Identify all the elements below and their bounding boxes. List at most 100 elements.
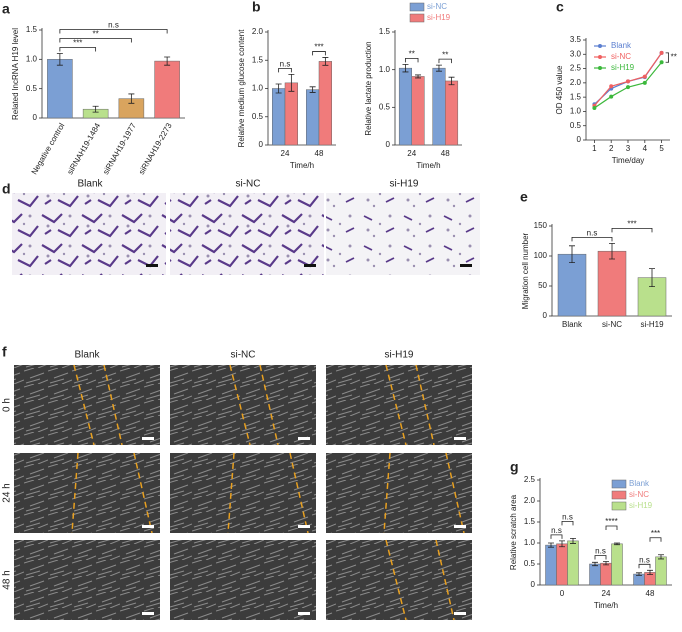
y-tick-label: 1.0 bbox=[379, 65, 391, 74]
y-tick-label: 1.0 bbox=[524, 538, 536, 547]
error-bar bbox=[56, 53, 63, 66]
bar bbox=[432, 67, 446, 146]
scratch-edge bbox=[73, 364, 95, 446]
column-label: si-NC bbox=[236, 179, 261, 190]
y-tick-label: 2.5 bbox=[524, 475, 536, 484]
error-bar bbox=[309, 86, 316, 93]
error-bar bbox=[559, 540, 565, 548]
y-tick-label: 0.5 bbox=[570, 121, 582, 130]
significance-bracket bbox=[638, 563, 651, 569]
bar bbox=[284, 82, 298, 146]
error-bar bbox=[603, 561, 609, 566]
legend-swatch bbox=[598, 66, 602, 70]
x-tick-label: 0 bbox=[560, 589, 565, 598]
error-bar bbox=[592, 561, 598, 567]
y-tick-label: 100 bbox=[534, 251, 548, 260]
x-tick-label: 1 bbox=[592, 144, 597, 153]
scratch-edge bbox=[227, 452, 235, 534]
scale-bar bbox=[142, 437, 154, 440]
significance-bracket bbox=[649, 537, 662, 542]
significance-label: n.s bbox=[587, 229, 598, 238]
y-tick-label: 50 bbox=[538, 281, 547, 290]
error-bar bbox=[275, 83, 282, 94]
legend-label: Blank bbox=[629, 479, 650, 488]
y-tick-label: 1.5 bbox=[252, 55, 264, 64]
bar bbox=[611, 543, 623, 586]
significance-label: *** bbox=[627, 220, 636, 229]
legend-label: si-NC bbox=[629, 490, 649, 499]
y-axis-label: Related lncRNA H19 level bbox=[11, 28, 20, 120]
error-bar bbox=[448, 76, 455, 86]
x-tick-label: 5 bbox=[659, 144, 664, 153]
significance-bracket bbox=[438, 58, 452, 64]
error-bar bbox=[128, 93, 135, 104]
x-tick-label: 24 bbox=[602, 589, 611, 598]
legend-swatch bbox=[611, 501, 627, 511]
x-axis-label: Time/h bbox=[594, 601, 618, 610]
point bbox=[592, 106, 597, 110]
significance-label: n.s bbox=[108, 21, 119, 30]
y-tick-label: 2.0 bbox=[252, 27, 264, 36]
y-tick-label: 2.5 bbox=[570, 64, 582, 73]
x-tick-label: 4 bbox=[643, 144, 648, 153]
y-axis-label: Relative medium glucose content bbox=[237, 29, 246, 148]
y-tick-label: 2.0 bbox=[524, 496, 536, 505]
scale-bar bbox=[454, 525, 466, 528]
error-bar bbox=[609, 243, 615, 260]
significance-bracket bbox=[278, 67, 292, 73]
significance-label: ** bbox=[442, 50, 448, 59]
error-bar bbox=[92, 105, 99, 113]
scale-bar bbox=[298, 525, 310, 528]
micrograph bbox=[14, 453, 160, 533]
point bbox=[626, 85, 630, 90]
bar bbox=[545, 544, 557, 586]
y-tick-label: 2.0 bbox=[570, 78, 582, 87]
bar bbox=[597, 250, 627, 317]
micrograph bbox=[170, 540, 316, 620]
significance-label: *** bbox=[314, 43, 323, 52]
significance-label: ** bbox=[671, 53, 677, 62]
x-tick-label: Negative control bbox=[30, 121, 67, 176]
panel-label: c bbox=[556, 0, 564, 15]
point bbox=[642, 80, 647, 85]
panel-label: b bbox=[252, 0, 261, 15]
column-label: si-H19 bbox=[390, 179, 419, 190]
point bbox=[659, 60, 664, 65]
column-label: Blank bbox=[74, 350, 100, 361]
scratch-edge bbox=[385, 364, 407, 446]
legend-label: si-NC bbox=[611, 52, 631, 61]
y-axis-label: Migration cell number bbox=[521, 232, 530, 309]
legend-swatch bbox=[598, 44, 602, 48]
bar bbox=[557, 253, 587, 317]
error-bar bbox=[435, 64, 442, 72]
bar bbox=[154, 60, 180, 119]
significance-label: n.s bbox=[562, 512, 573, 521]
significance-bracket bbox=[59, 29, 168, 34]
y-tick-label: 0.5 bbox=[379, 102, 391, 111]
significance-label: n.s bbox=[551, 526, 562, 535]
bar bbox=[318, 61, 332, 146]
panel-label: d bbox=[2, 181, 11, 197]
scale-bar bbox=[460, 264, 472, 267]
y-tick-label: 1.5 bbox=[524, 517, 536, 526]
point bbox=[642, 74, 647, 79]
legend-label: si-H19 bbox=[427, 13, 451, 22]
bar bbox=[589, 563, 601, 586]
x-axis-label: Time/day bbox=[612, 156, 645, 165]
scratch-edge bbox=[435, 539, 455, 621]
micrograph bbox=[326, 453, 472, 533]
legend-label: si-H19 bbox=[629, 501, 653, 510]
y-tick-label: 0.5 bbox=[26, 84, 38, 93]
y-tick-label: 3.0 bbox=[570, 49, 582, 58]
bar bbox=[600, 562, 612, 586]
scale-bar bbox=[454, 612, 466, 615]
error-bar bbox=[570, 537, 576, 544]
legend-label: Blank bbox=[611, 41, 632, 50]
bar bbox=[655, 556, 667, 586]
scratch-edge bbox=[385, 539, 407, 621]
y-tick-label: 3.5 bbox=[570, 35, 582, 44]
legend-label: si-NC bbox=[427, 2, 447, 11]
y-tick-label: 0 bbox=[531, 580, 536, 589]
significance-bracket bbox=[59, 38, 132, 43]
